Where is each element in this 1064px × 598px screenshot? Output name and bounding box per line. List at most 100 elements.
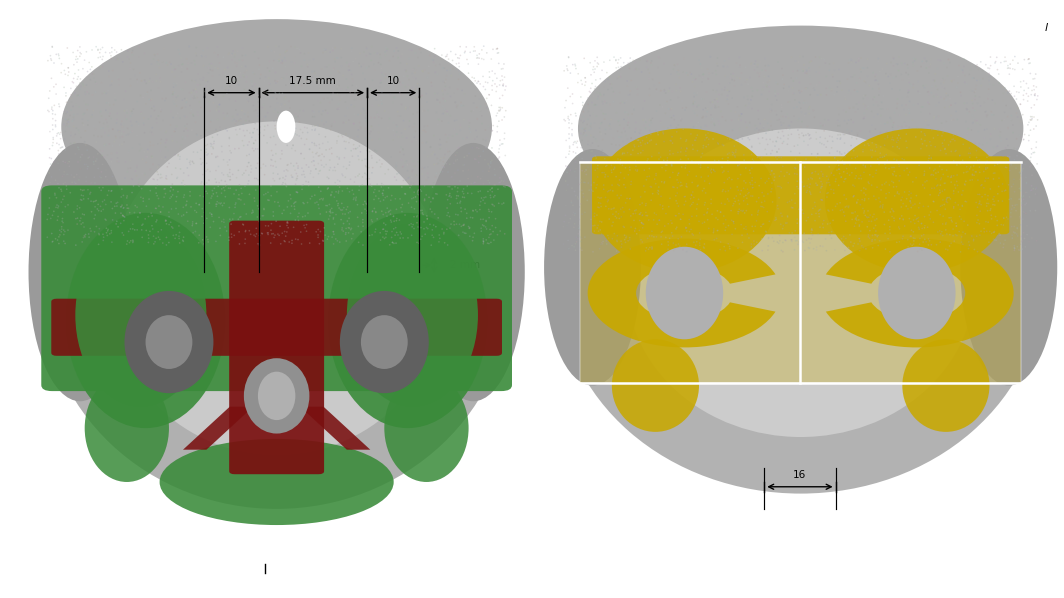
- Point: [467, 91, 484, 101]
- Point: [477, 85, 494, 94]
- Point: [741, 135, 758, 145]
- Point: [621, 53, 638, 63]
- Point: [942, 230, 959, 239]
- Point: [133, 76, 150, 86]
- Point: [473, 54, 491, 63]
- Point: [164, 223, 181, 233]
- Point: [744, 86, 761, 96]
- Point: [329, 81, 346, 91]
- Point: [881, 112, 898, 122]
- Point: [235, 141, 252, 150]
- Point: [981, 69, 998, 78]
- Point: [127, 71, 144, 80]
- Point: [716, 83, 733, 92]
- Point: [188, 105, 205, 115]
- Point: [783, 117, 800, 127]
- Point: [937, 91, 954, 101]
- Point: [869, 57, 886, 66]
- Point: [678, 247, 695, 257]
- Point: [145, 231, 162, 241]
- Point: [359, 184, 376, 193]
- Point: [911, 160, 928, 170]
- Point: [596, 114, 613, 124]
- Point: [364, 217, 381, 227]
- Point: [237, 234, 254, 244]
- Point: [902, 217, 919, 227]
- Point: [579, 147, 596, 157]
- Point: [999, 63, 1016, 73]
- Point: [405, 64, 422, 74]
- Point: [1018, 199, 1035, 208]
- Ellipse shape: [825, 129, 1009, 273]
- Point: [631, 129, 648, 138]
- Point: [366, 50, 383, 59]
- Point: [985, 197, 1002, 206]
- Point: [213, 83, 230, 92]
- Point: [140, 230, 157, 240]
- Point: [251, 128, 268, 138]
- Point: [130, 178, 147, 187]
- Point: [335, 162, 352, 172]
- Point: [101, 162, 118, 172]
- Point: [171, 154, 188, 164]
- Point: [203, 209, 220, 219]
- Point: [868, 214, 885, 224]
- Point: [476, 193, 493, 202]
- Point: [1024, 112, 1041, 121]
- Point: [954, 239, 971, 249]
- Point: [908, 191, 925, 200]
- Point: [996, 57, 1013, 66]
- Point: [119, 52, 136, 62]
- Point: [233, 112, 250, 122]
- Point: [200, 175, 217, 185]
- Point: [917, 130, 934, 140]
- Point: [327, 178, 344, 187]
- Point: [754, 78, 771, 87]
- Point: [250, 65, 267, 74]
- Point: [301, 145, 318, 154]
- Point: [186, 59, 203, 69]
- Point: [749, 208, 766, 217]
- Point: [577, 208, 594, 217]
- Point: [122, 117, 139, 126]
- Point: [215, 108, 232, 118]
- Point: [420, 173, 437, 182]
- Point: [98, 228, 115, 237]
- Point: [648, 84, 665, 94]
- Point: [405, 212, 422, 221]
- Point: [857, 90, 874, 100]
- Point: [981, 76, 998, 86]
- Point: [769, 57, 786, 67]
- Point: [648, 139, 665, 149]
- Point: [926, 75, 943, 85]
- Point: [1015, 152, 1032, 161]
- Point: [592, 225, 609, 234]
- Point: [771, 231, 788, 240]
- Point: [803, 169, 820, 178]
- Point: [162, 120, 179, 130]
- Point: [420, 179, 437, 189]
- Point: [305, 100, 322, 110]
- Point: [246, 139, 263, 148]
- Point: [899, 88, 916, 97]
- Point: [431, 115, 448, 125]
- Point: [721, 135, 738, 144]
- Point: [384, 237, 401, 247]
- Point: [1029, 115, 1046, 124]
- Point: [597, 193, 614, 202]
- Point: [940, 90, 957, 100]
- Point: [871, 128, 888, 138]
- Point: [913, 127, 930, 136]
- Point: [379, 212, 396, 221]
- Point: [848, 214, 865, 224]
- Point: [409, 237, 426, 247]
- Point: [62, 188, 79, 197]
- Point: [809, 150, 826, 159]
- Point: [594, 66, 611, 75]
- Point: [1020, 54, 1037, 64]
- Point: [833, 150, 850, 159]
- Point: [759, 176, 776, 186]
- Point: [135, 197, 152, 206]
- Point: [597, 161, 614, 171]
- Point: [376, 218, 393, 228]
